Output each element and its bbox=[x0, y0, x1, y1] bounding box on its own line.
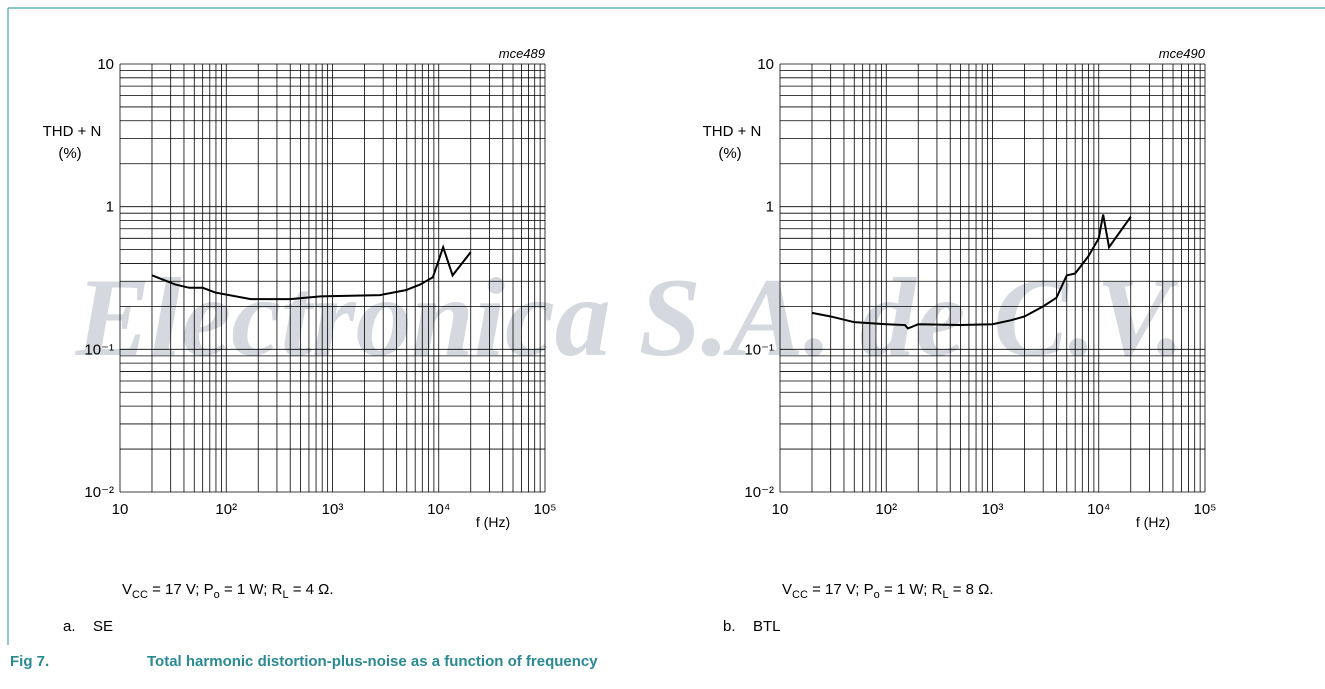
conditions-part: = 1 W; R bbox=[220, 581, 283, 598]
y-axis-label: THD + N bbox=[703, 123, 762, 140]
chart-code: mce489 bbox=[499, 46, 545, 61]
conditions-part: = 8 Ω. bbox=[949, 581, 994, 598]
x-tick-label: 10³ bbox=[322, 501, 344, 518]
y-tick-label: 1 bbox=[106, 199, 114, 216]
y-tick-label: 1 bbox=[766, 199, 774, 216]
x-axis-label: f (Hz) bbox=[1136, 514, 1170, 530]
y-tick-label: 10⁻² bbox=[744, 484, 774, 501]
y-axis-unit: (%) bbox=[58, 145, 81, 162]
data-line bbox=[151, 244, 472, 301]
y-tick-label: 10 bbox=[97, 56, 114, 73]
conditions-part: = 1 W; R bbox=[880, 581, 943, 598]
chart-code: mce490 bbox=[1159, 46, 1206, 61]
conditions: VCC = 17 V; Po = 1 W; RL = 4 Ω. bbox=[122, 581, 334, 601]
figure-label: Fig 7. bbox=[10, 653, 49, 670]
y-tick-label: 10⁻¹ bbox=[84, 341, 114, 358]
x-tick-label: 10⁵ bbox=[534, 501, 557, 518]
panel-name: SE bbox=[93, 618, 113, 635]
x-tick-label: 10³ bbox=[982, 501, 1004, 518]
x-tick-label: 10⁴ bbox=[1087, 501, 1110, 518]
conditions-part: V bbox=[122, 581, 132, 598]
x-axis-label: f (Hz) bbox=[476, 514, 510, 530]
y-axis-unit: (%) bbox=[718, 145, 741, 162]
x-tick-label: 10 bbox=[112, 501, 129, 518]
panel-label: b. bbox=[723, 618, 736, 635]
conditions: VCC = 17 V; Po = 1 W; RL = 8 Ω. bbox=[782, 581, 994, 601]
conditions-part: L bbox=[942, 589, 948, 601]
figure-caption: Total harmonic distortion-plus-noise as … bbox=[147, 653, 598, 670]
x-tick-label: 10² bbox=[875, 501, 897, 518]
conditions-part: CC bbox=[792, 589, 808, 601]
conditions-part: o bbox=[874, 589, 880, 601]
conditions-part: o bbox=[214, 589, 220, 601]
y-tick-label: 10⁻¹ bbox=[744, 341, 774, 358]
conditions-part: = 17 V; P bbox=[148, 581, 214, 598]
data-line bbox=[811, 214, 1132, 330]
conditions-part: = 4 Ω. bbox=[289, 581, 334, 598]
panel-label: a. bbox=[63, 618, 76, 635]
x-tick-label: 10⁵ bbox=[1194, 501, 1217, 518]
y-axis-label: THD + N bbox=[43, 123, 102, 140]
conditions-part: CC bbox=[132, 589, 148, 601]
panel-name: BTL bbox=[753, 618, 781, 635]
y-tick-label: 10 bbox=[757, 56, 774, 73]
x-tick-label: 10⁴ bbox=[427, 501, 450, 518]
x-tick-label: 10² bbox=[215, 501, 237, 518]
y-tick-label: 10⁻² bbox=[84, 484, 114, 501]
conditions-part: L bbox=[282, 589, 288, 601]
conditions-part: = 17 V; P bbox=[808, 581, 874, 598]
x-tick-label: 10 bbox=[772, 501, 789, 518]
conditions-part: V bbox=[782, 581, 792, 598]
watermark: Electronica S.A. de C.V. bbox=[75, 256, 1185, 380]
